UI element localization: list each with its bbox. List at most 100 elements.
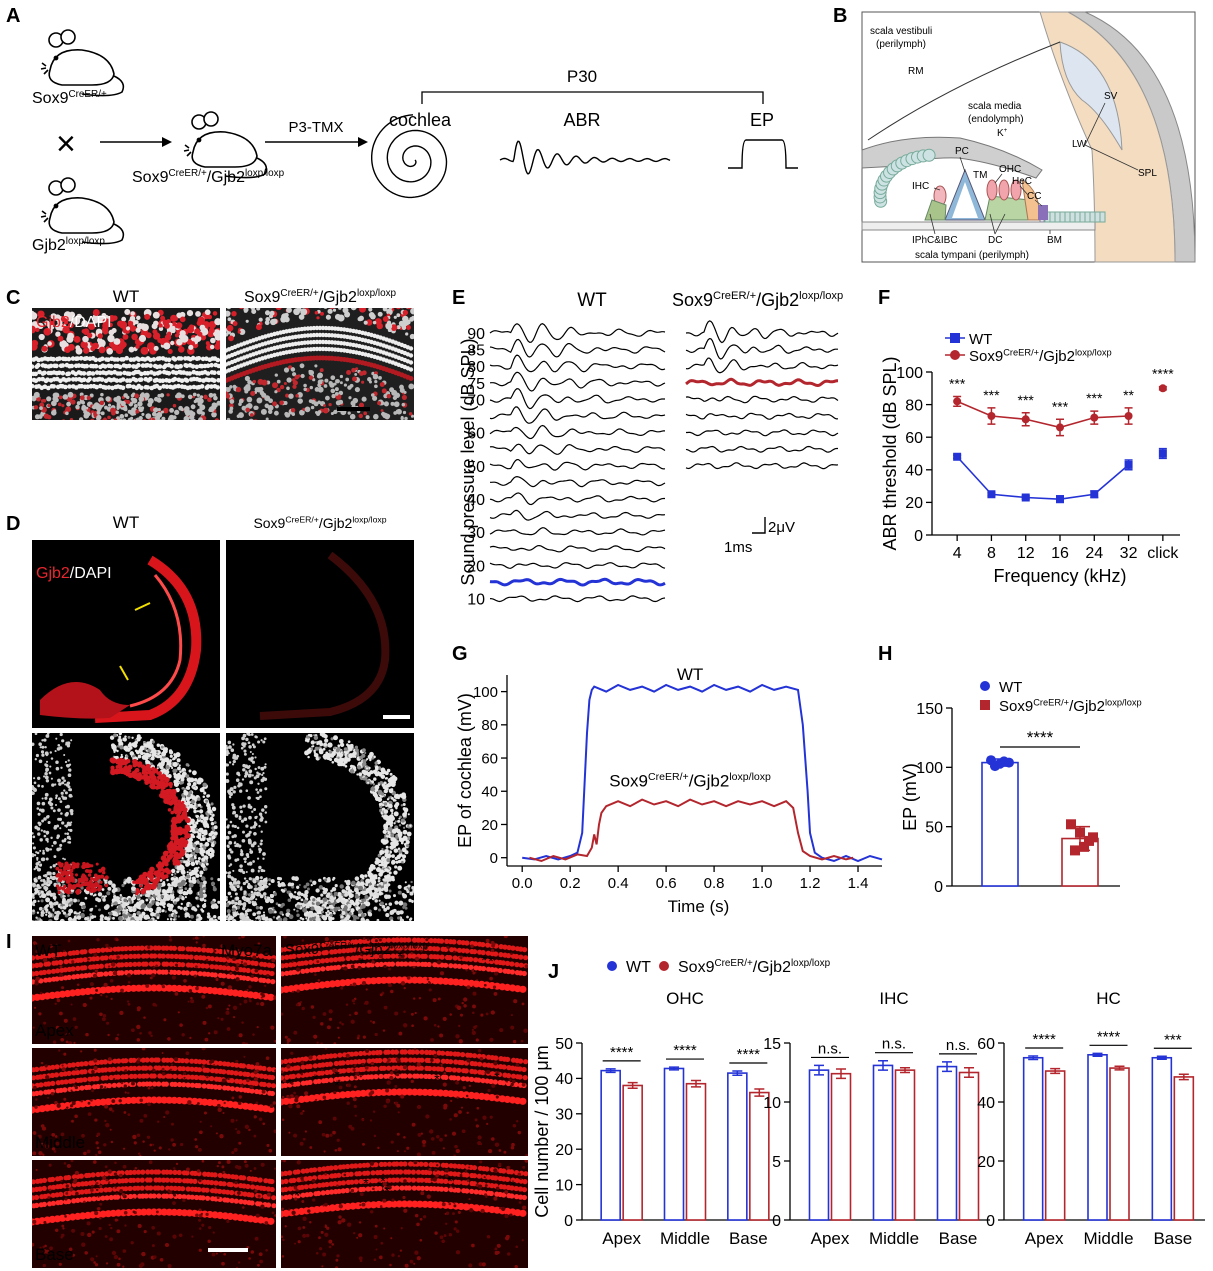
speckle [357,299,362,304]
speckle [45,377,50,383]
speckle [326,910,330,913]
speckle [331,886,337,892]
speckle [67,841,70,844]
speckle [64,320,69,325]
speckle [89,876,94,881]
speckle [80,913,85,918]
speckle [398,288,404,294]
diagram-label: scala vestibuli [870,26,932,37]
speckle [282,918,287,921]
speckle [379,382,385,387]
speckle [369,281,374,286]
speckle [286,908,291,913]
speckle [352,376,357,382]
speckle [136,357,142,362]
speckle [181,857,184,860]
speckle [178,334,185,340]
diagram-label: PC [955,146,969,157]
speckle [75,347,83,355]
speckle [258,812,263,816]
speckle [36,911,40,914]
speckle [67,913,71,916]
speckle [298,314,305,320]
speckle [47,911,51,915]
speckle [393,848,399,853]
speckle [355,901,360,906]
speckle [115,416,121,420]
speckle [306,919,310,921]
speckle [147,894,150,898]
speckle [377,783,381,786]
speckle [401,402,406,407]
speckle [33,391,40,398]
speckle [296,913,300,917]
speckle [399,290,404,295]
speckle [187,889,193,895]
speckle [46,815,50,818]
speckle [372,373,379,380]
speckle [67,785,71,789]
speckle [152,332,161,340]
speckle [230,298,235,303]
speckle [378,301,383,306]
speckle [155,901,161,907]
speckle [62,857,65,860]
speckle [53,855,57,859]
speckle [326,892,331,897]
speckle [102,318,110,326]
speckle [166,918,169,921]
speckle [226,763,228,767]
speckle [177,816,182,821]
speckle [37,900,40,903]
speckle [32,854,35,858]
speckle [388,902,393,906]
speckle [325,395,330,401]
speckle [384,852,389,858]
oc-arrow [119,665,129,681]
speckle [120,902,123,905]
speckle [138,377,144,382]
speckle [318,740,323,745]
text-part: /DAPI [70,565,112,582]
speckle [118,912,121,915]
speckle [65,743,68,746]
speckle [41,909,45,913]
speckle [181,896,185,901]
speckle [162,850,169,857]
speckle [401,854,407,859]
speckle [303,885,307,889]
speckle [37,812,41,816]
speckle [58,782,62,786]
speckle [302,907,308,913]
speckle [206,912,211,916]
speckle [388,889,392,893]
text-part: /Gjb2 [207,169,245,186]
speckle [191,879,197,884]
speckle [112,911,118,917]
speckle [69,809,74,813]
speckle [370,782,373,785]
speckle [351,880,356,886]
speckle [216,400,220,406]
speckle [104,883,109,888]
speckle [121,316,127,322]
speckle [402,902,408,907]
speckle [307,733,311,737]
speckle [57,335,64,342]
mouse-icon [40,29,125,97]
speckle [382,302,387,307]
speckle [404,881,407,884]
speckle [202,782,207,788]
speckle [306,407,310,411]
speckle [321,733,326,738]
speckle [58,746,63,750]
speckle [324,378,329,383]
speckle [59,906,64,910]
speckle [361,903,366,909]
speckle [48,913,53,918]
speckle [385,783,390,788]
speckle [196,835,199,839]
speckle [373,906,378,911]
speckle [61,776,65,780]
speckle [196,408,203,415]
